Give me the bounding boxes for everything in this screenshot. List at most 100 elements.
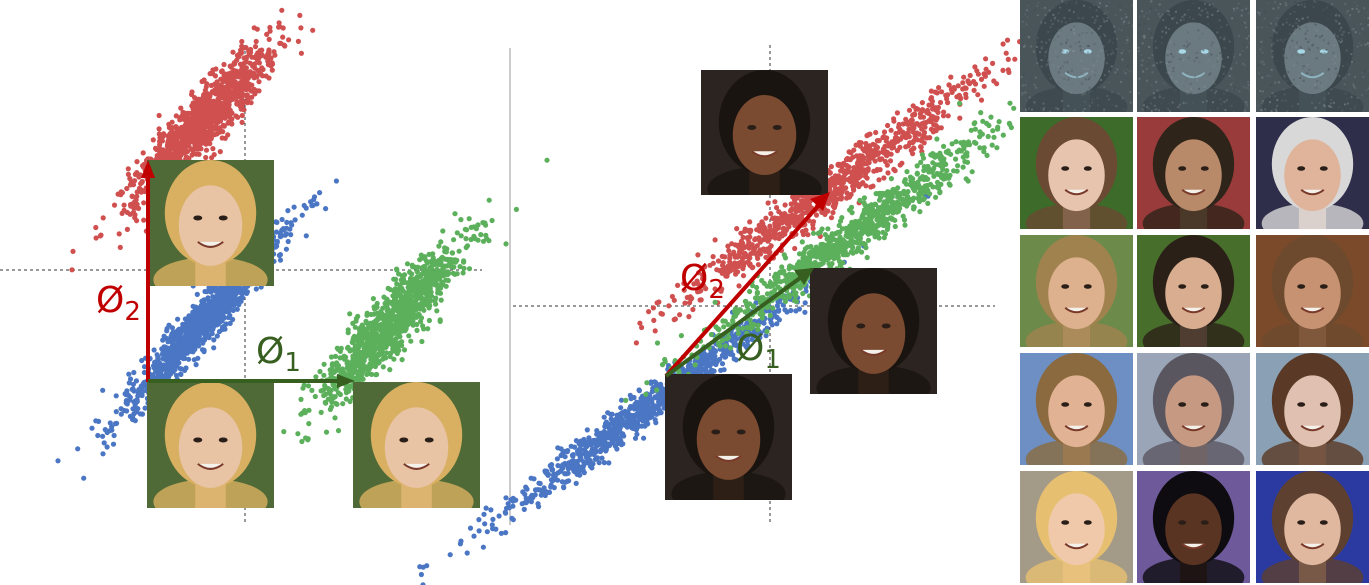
right-blue-point [802, 300, 808, 306]
left-red-point [227, 70, 233, 76]
left-blue-point [283, 246, 289, 252]
left-green-point [438, 239, 444, 245]
left-blue-point [201, 347, 207, 353]
right-red-point [785, 214, 791, 220]
left-red-point [266, 75, 272, 81]
right-red-point [650, 305, 657, 311]
left-green-point [360, 327, 366, 333]
left-red-point [93, 224, 99, 231]
right-red-point [746, 261, 752, 267]
left-red-point [253, 38, 259, 45]
left-red-point [216, 125, 222, 131]
left-red-point [225, 87, 231, 93]
left-red-point [121, 207, 127, 213]
left-green-point [384, 315, 390, 322]
left-red-point [167, 136, 173, 142]
left-green-point [349, 374, 356, 380]
right-red-point [763, 254, 769, 260]
left-red-point [267, 24, 273, 31]
right-red-point [827, 170, 833, 176]
left-red-point [223, 76, 229, 83]
left-blue-point [211, 337, 217, 343]
left-blue-point [219, 304, 225, 310]
left-red-point [297, 12, 303, 18]
left-blue-point [230, 307, 236, 313]
right-red-point [936, 85, 942, 91]
left-green-point [489, 217, 495, 224]
right-red-point [876, 177, 882, 183]
right-red-point [756, 249, 762, 255]
right-red-point [856, 183, 862, 190]
left-blue-point [279, 227, 285, 233]
right-red-point [949, 86, 955, 92]
left-blue-point [89, 425, 95, 431]
right-red-point [681, 280, 687, 286]
left-red-point [271, 49, 277, 55]
left-green-point [399, 328, 405, 334]
right-red-point [863, 183, 869, 189]
left-green-point [440, 273, 446, 279]
left-green-point [424, 295, 430, 301]
left-red-point [256, 79, 262, 85]
left-red-point [192, 119, 198, 125]
left-green-point [425, 326, 431, 332]
left-green-point [444, 256, 450, 263]
left-green-point [306, 421, 312, 427]
right-red-point [916, 131, 922, 137]
right-red-point [734, 226, 740, 232]
left-blue-point [238, 289, 244, 296]
right-blue-point [577, 456, 584, 462]
left-red-point [184, 114, 190, 120]
right-red-point [874, 138, 881, 144]
left-red-point [256, 60, 262, 66]
left-red-point [269, 60, 275, 66]
left-blue-point [204, 333, 211, 339]
left-green-point [363, 366, 369, 372]
left-blue-point [154, 364, 160, 370]
left-green-point [298, 411, 304, 417]
left-red-point [141, 200, 147, 206]
right-blue-point [757, 334, 763, 341]
right-red-point [745, 236, 751, 242]
right-red-point [961, 74, 967, 80]
left-green-point [415, 264, 421, 270]
right-blue-point [484, 529, 490, 535]
right-red-point [974, 68, 980, 74]
right-red-point [695, 252, 701, 258]
right-red-point [928, 95, 935, 101]
left-blue-point [310, 202, 316, 208]
left-red-point [127, 176, 133, 182]
right-red-point [740, 273, 747, 279]
right-red-point [698, 288, 704, 294]
left-green-point [323, 429, 330, 435]
right-red-point [825, 208, 831, 214]
right-red-point [893, 130, 899, 137]
left-blue-point [176, 334, 182, 340]
left-green-point [389, 322, 395, 328]
right-blue-point [424, 563, 430, 569]
left-green-point [397, 340, 403, 346]
left-red-point [258, 71, 264, 77]
left-blue-point [217, 309, 223, 315]
left-green-point [352, 354, 358, 360]
left-red-point [205, 140, 211, 146]
left-blue-point [303, 233, 309, 239]
right-red-point [828, 164, 835, 170]
right-red-point [1003, 50, 1009, 56]
right-blue-point [632, 435, 639, 441]
right-red-point [931, 127, 938, 133]
left-green-point [426, 278, 432, 284]
right-red-point [727, 259, 733, 265]
left-green-point [426, 317, 432, 324]
right-red-point [955, 83, 961, 89]
left-blue-point [174, 347, 181, 353]
right-blue-point [536, 504, 542, 510]
left-blue-point [202, 306, 208, 312]
left-blue-point [191, 314, 197, 320]
left-blue-point [182, 367, 188, 373]
left-green-point [383, 350, 390, 356]
left-blue-point [187, 346, 193, 352]
right-blue-point [596, 460, 602, 466]
left-green-point [392, 336, 398, 343]
right-blue-point [447, 552, 453, 558]
